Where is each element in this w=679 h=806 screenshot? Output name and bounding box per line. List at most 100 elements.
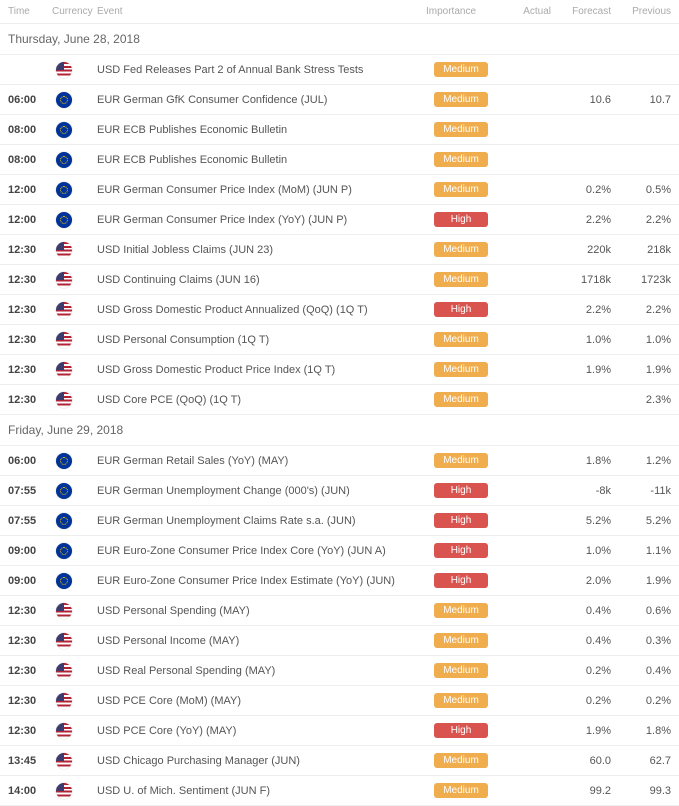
currency-flag xyxy=(52,212,97,228)
currency-flag xyxy=(52,362,97,378)
forecast-value: 0.4% xyxy=(551,635,611,647)
event-row[interactable]: 09:00EUR Euro-Zone Consumer Price Index … xyxy=(0,566,679,596)
importance-cell: High xyxy=(426,212,496,227)
event-row[interactable]: USD Fed Releases Part 2 of Annual Bank S… xyxy=(0,55,679,85)
event-name: EUR German GfK Consumer Confidence (JUL) xyxy=(97,94,426,106)
event-row[interactable]: 12:00EUR German Consumer Price Index (Yo… xyxy=(0,205,679,235)
previous-value: 2.3% xyxy=(611,394,671,406)
event-row[interactable]: 12:30 USD Personal Income (MAY) Medium 0.4%… xyxy=(0,626,679,656)
currency-flag xyxy=(52,753,97,769)
event-row[interactable]: 09:00EUR Euro-Zone Consumer Price Index … xyxy=(0,536,679,566)
event-name: EUR German Retail Sales (YoY) (MAY) xyxy=(97,455,426,467)
importance-badge-medium: Medium xyxy=(434,392,488,407)
importance-badge-medium: Medium xyxy=(434,693,488,708)
importance-badge-high: High xyxy=(434,543,488,558)
event-row[interactable]: 12:30USD Real Personal Spending (MAY)Med… xyxy=(0,656,679,686)
us-flag-icon xyxy=(56,753,72,769)
currency-flag xyxy=(52,392,97,408)
event-row[interactable]: 12:30USD Initial Jobless Claims (JUN 23)… xyxy=(0,235,679,265)
event-time: 12:30 xyxy=(8,334,52,346)
eu-flag-icon xyxy=(56,573,72,589)
importance-badge-medium: Medium xyxy=(434,92,488,107)
previous-value: -11k xyxy=(611,485,671,497)
importance-cell: High xyxy=(426,573,496,588)
previous-value: 1.0% xyxy=(611,334,671,346)
event-name: USD Gross Domestic Product Price Index (… xyxy=(97,364,426,376)
previous-value: 0.4% xyxy=(611,665,671,677)
event-time: 06:00 xyxy=(8,455,52,467)
previous-value: 0.3% xyxy=(611,635,671,647)
forecast-value: -8k xyxy=(551,485,611,497)
forecast-value: 99.2 xyxy=(551,785,611,797)
event-row[interactable]: 12:30USD Core PCE (QoQ) (1Q T)Medium2.3% xyxy=(0,385,679,415)
event-name: USD Personal Income (MAY) xyxy=(97,635,426,647)
importance-badge-medium: Medium xyxy=(434,332,488,347)
importance-cell: High xyxy=(426,483,496,498)
event-row[interactable]: 12:00EUR German Consumer Price Index (Mo… xyxy=(0,175,679,205)
event-time: 12:30 xyxy=(8,635,52,647)
forecast-value: 5.2% xyxy=(551,515,611,527)
event-name: USD Continuing Claims (JUN 16) xyxy=(97,274,426,286)
previous-value: 0.6% xyxy=(611,605,671,617)
event-row[interactable]: 12:30USD Personal Spending (MAY)Medium0.… xyxy=(0,596,679,626)
event-row[interactable]: 07:55EUR German Unemployment Change (000… xyxy=(0,476,679,506)
table-header: Time Currency Event Importance Actual Fo… xyxy=(0,0,679,24)
us-flag-icon xyxy=(56,272,72,288)
event-name: USD Personal Spending (MAY) xyxy=(97,605,426,617)
importance-cell: Medium xyxy=(426,182,496,197)
event-row[interactable]: 12:30 USD Personal Consumption (1Q T) Medi… xyxy=(0,325,679,355)
event-time: 08:00 xyxy=(8,154,52,166)
header-event: Event xyxy=(97,6,426,17)
event-row[interactable]: 12:30USD PCE Core (YoY) (MAY)High1.9%1.8… xyxy=(0,716,679,746)
previous-value: 1723k xyxy=(611,274,671,286)
event-time: 09:00 xyxy=(8,545,52,557)
importance-cell: Medium xyxy=(426,272,496,287)
us-flag-icon xyxy=(56,603,72,619)
event-row[interactable]: 12:30USD Gross Domestic Product Annualiz… xyxy=(0,295,679,325)
event-name: USD Gross Domestic Product Annualized (Q… xyxy=(97,304,426,316)
date-header: Thursday, June 28, 2018 xyxy=(0,24,679,55)
previous-value: 2.2% xyxy=(611,214,671,226)
event-row[interactable]: 12:30USD PCE Core (MoM) (MAY)Medium0.2%0… xyxy=(0,686,679,716)
event-row[interactable]: 06:00EUR German GfK Consumer Confidence … xyxy=(0,85,679,115)
currency-flag xyxy=(52,62,97,78)
previous-value: 1.8% xyxy=(611,725,671,737)
importance-cell: Medium xyxy=(426,152,496,167)
importance-cell: Medium xyxy=(426,663,496,678)
importance-cell: Medium xyxy=(426,693,496,708)
event-row[interactable]: 08:00EUR ECB Publishes Economic Bulletin… xyxy=(0,145,679,175)
importance-badge-medium: Medium xyxy=(434,453,488,468)
event-row[interactable]: 08:00EUR ECB Publishes Economic Bulletin… xyxy=(0,115,679,145)
header-currency: Currency xyxy=(52,6,97,17)
event-time: 12:30 xyxy=(8,274,52,286)
eu-flag-icon xyxy=(56,513,72,529)
event-time: 12:30 xyxy=(8,605,52,617)
importance-badge-medium: Medium xyxy=(434,362,488,377)
forecast-value: 0.2% xyxy=(551,665,611,677)
currency-flag xyxy=(52,543,97,559)
event-row[interactable]: 13:45USD Chicago Purchasing Manager (JUN… xyxy=(0,746,679,776)
forecast-value: 1.9% xyxy=(551,364,611,376)
importance-badge-medium: Medium xyxy=(434,633,488,648)
importance-badge-high: High xyxy=(434,212,488,227)
event-name: USD Personal Consumption (1Q T) xyxy=(97,334,426,346)
importance-badge-medium: Medium xyxy=(434,152,488,167)
us-flag-icon xyxy=(56,693,72,709)
previous-value: 218k xyxy=(611,244,671,256)
currency-flag xyxy=(52,302,97,318)
event-row[interactable]: 07:55EUR German Unemployment Claims Rate… xyxy=(0,506,679,536)
currency-flag xyxy=(52,483,97,499)
event-time: 12:30 xyxy=(8,665,52,677)
forecast-value: 1.8% xyxy=(551,455,611,467)
event-name: EUR ECB Publishes Economic Bulletin xyxy=(97,124,426,136)
event-row[interactable]: 12:30 USD Continuing Claims (JUN 16)Mediu… xyxy=(0,265,679,295)
currency-flag xyxy=(52,332,97,348)
event-row[interactable]: 14:00USD U. of Mich. Sentiment (JUN F)Me… xyxy=(0,776,679,806)
event-time: 12:00 xyxy=(8,184,52,196)
forecast-value: 1.0% xyxy=(551,545,611,557)
event-row[interactable]: 06:00 EUR German Retail Sales (YoY) (MAY)… xyxy=(0,446,679,476)
forecast-value: 10.6 xyxy=(551,94,611,106)
event-row[interactable]: 12:30USD Gross Domestic Product Price In… xyxy=(0,355,679,385)
us-flag-icon xyxy=(56,783,72,799)
forecast-value: 0.4% xyxy=(551,605,611,617)
